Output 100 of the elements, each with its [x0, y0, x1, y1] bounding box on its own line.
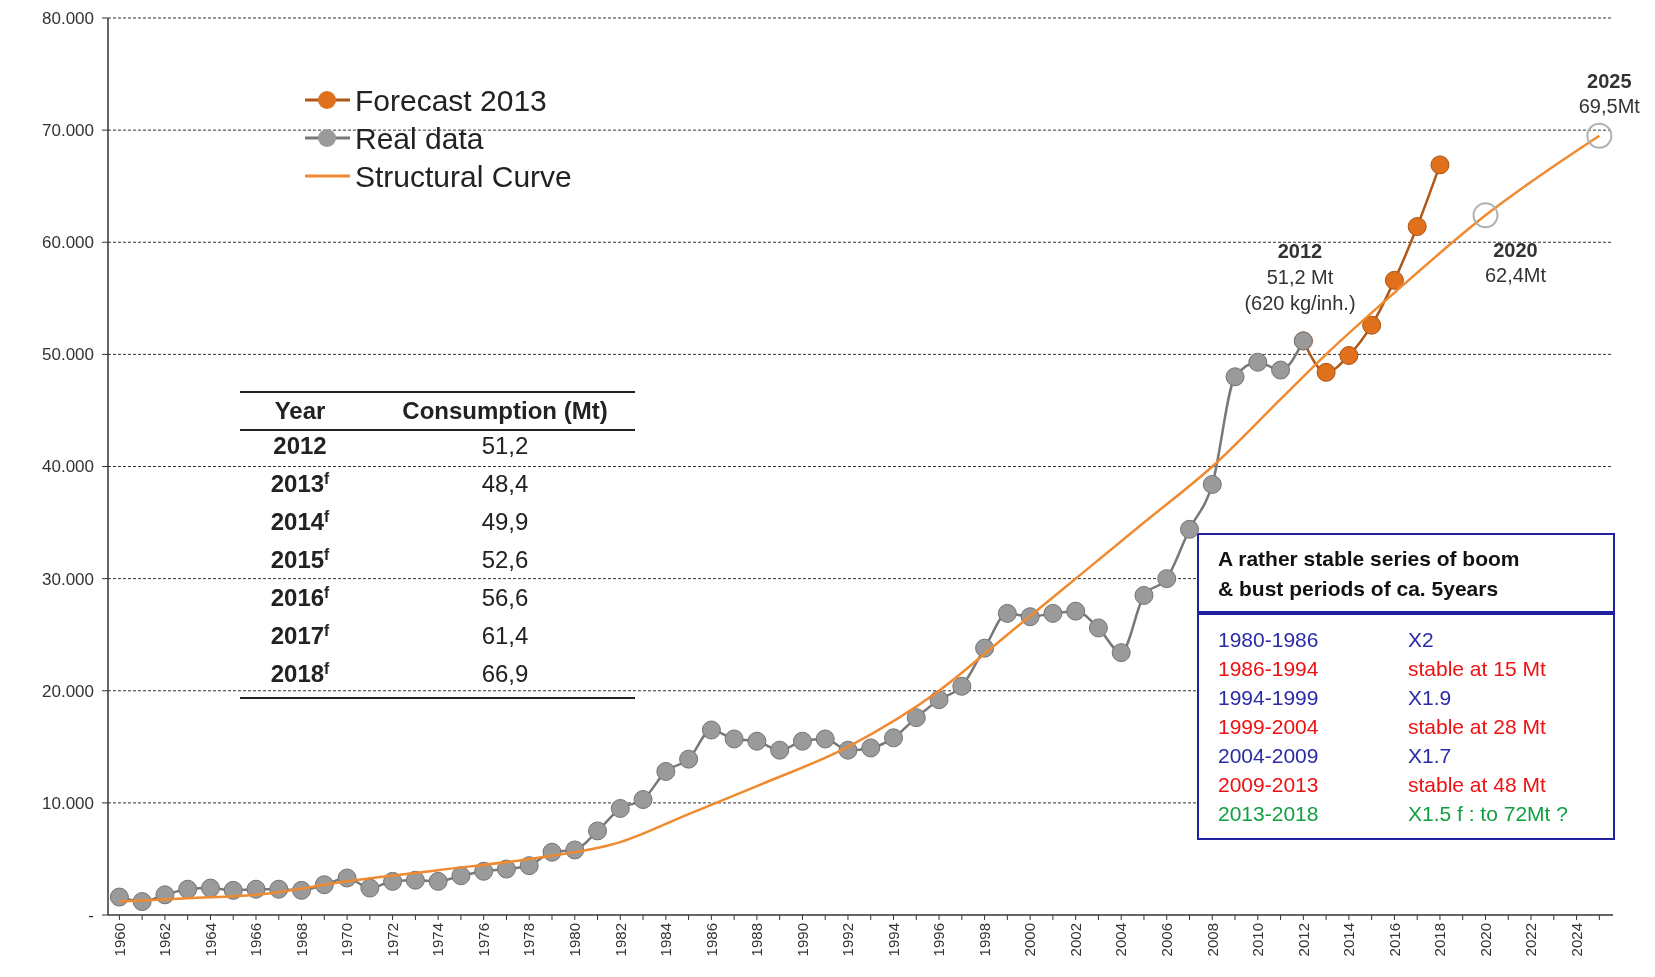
x-tick-label: 2016 [1385, 923, 1403, 957]
point [747, 731, 767, 751]
x-tick-label: 1972 [383, 923, 401, 957]
point [1088, 618, 1108, 638]
x-tick-label: 1984 [657, 923, 675, 957]
annotation: 2012 [273, 432, 327, 459]
annotation: 1980-1986 [1218, 628, 1319, 651]
annotation: stable at 15 Mt [1408, 657, 1546, 680]
y-tick-label: 80.000 [42, 8, 94, 28]
point [1043, 603, 1063, 623]
point [929, 690, 949, 710]
annotation: 66,9 [481, 660, 529, 687]
annotation: 48,4 [481, 470, 529, 497]
point [1271, 360, 1291, 380]
y-tick-label: - [88, 905, 94, 925]
annotation: 56,6 [481, 584, 529, 611]
x-tick-label: 1992 [839, 923, 857, 957]
point [724, 729, 744, 749]
x-tick-label: 1962 [156, 923, 174, 957]
annotation: 2004-2009 [1218, 744, 1319, 767]
point [178, 879, 198, 899]
y-tick-label: 30.000 [42, 569, 94, 589]
x-tick-label: 2002 [1066, 923, 1084, 957]
x-tick-label: 1986 [702, 923, 720, 957]
annotation: 1994-1999 [1218, 686, 1319, 709]
annotation: 52,6 [481, 546, 529, 573]
annotation: Year [274, 397, 326, 424]
x-tick-label: 2012 [1294, 923, 1312, 957]
x-tick-label: 1988 [748, 923, 766, 957]
point [1180, 519, 1200, 539]
point [679, 749, 699, 769]
annotation: stable at 28 Mt [1408, 715, 1546, 738]
y-tick-label: 20.000 [42, 681, 94, 701]
annotation: 2013-2018 [1218, 802, 1319, 825]
x-tick-label: 2020 [1476, 923, 1494, 957]
point [451, 866, 471, 886]
point [770, 740, 790, 760]
point [815, 729, 835, 749]
annotation: 2009-2013 [1218, 773, 1319, 796]
x-tick-label: 1974 [429, 923, 447, 957]
x-tick-label: 1960 [110, 923, 128, 957]
x-tick-label: 1982 [611, 923, 629, 957]
point [656, 761, 676, 781]
x-tick-label: 1966 [247, 923, 265, 957]
point [360, 878, 380, 898]
point [610, 798, 630, 818]
x-tick-label: 1998 [975, 923, 993, 957]
annotation: A rather stable series of boom [1218, 547, 1520, 570]
x-tick-label: 1996 [930, 923, 948, 957]
annotation: 2017$^{f}$ [270, 621, 331, 649]
point [1225, 367, 1245, 387]
annotation: 2013$^{f}$ [270, 469, 331, 497]
annotation: 51,2 Mt [1266, 266, 1334, 288]
point [1202, 474, 1222, 494]
point [1407, 217, 1427, 237]
point [200, 878, 220, 898]
point [1316, 362, 1336, 382]
annotation: & bust periods of ca. 5years [1218, 577, 1499, 600]
point [633, 790, 653, 810]
point [1362, 315, 1382, 335]
annotation: 2025 69,5Mt [1578, 69, 1641, 117]
annotation: Consumption (Mt) [402, 397, 608, 424]
annotation: 2016$^{f}$ [270, 583, 331, 611]
point [701, 720, 721, 740]
point [1134, 585, 1154, 605]
point [997, 603, 1017, 623]
legend-label: Structural Curve [355, 159, 572, 193]
annotation: X2 [1408, 628, 1434, 651]
x-tick-label: 2018 [1431, 923, 1449, 957]
point [1066, 601, 1086, 621]
annotation: 61,4 [481, 622, 529, 649]
y-tick-label: 40.000 [42, 457, 94, 477]
annotation: 1999-2004 [1218, 715, 1319, 738]
annotation: 49,9 [481, 508, 529, 535]
x-tick-label: 1968 [292, 923, 310, 957]
x-tick-label: 2000 [1021, 923, 1039, 957]
legend-label: Real data [355, 121, 484, 155]
x-tick-label: 2004 [1112, 923, 1130, 957]
x-tick-label: 1970 [338, 923, 356, 957]
annotation: 2015$^{f}$ [270, 545, 331, 573]
point [1248, 352, 1268, 372]
x-tick-label: 1990 [793, 923, 811, 957]
point [1111, 643, 1131, 663]
x-tick-label: 1994 [884, 923, 902, 957]
point [428, 871, 448, 891]
legend-label: Forecast 2013 [355, 83, 547, 117]
y-tick-label: 50.000 [42, 345, 94, 365]
y-tick-label: 60.000 [42, 233, 94, 253]
annotation: stable at 48 Mt [1408, 773, 1546, 796]
point [952, 676, 972, 696]
point [109, 887, 129, 907]
y-tick-label: 10.000 [42, 793, 94, 813]
point [1430, 155, 1450, 175]
x-tick-label: 1978 [520, 923, 538, 957]
annotation: X1.7 [1408, 744, 1452, 767]
x-tick-label: 2006 [1157, 923, 1175, 957]
annotation: 2012 [1277, 240, 1323, 262]
point [1384, 270, 1404, 290]
x-tick-label: 2024 [1567, 923, 1585, 957]
y-tick-label: 70.000 [42, 121, 94, 141]
